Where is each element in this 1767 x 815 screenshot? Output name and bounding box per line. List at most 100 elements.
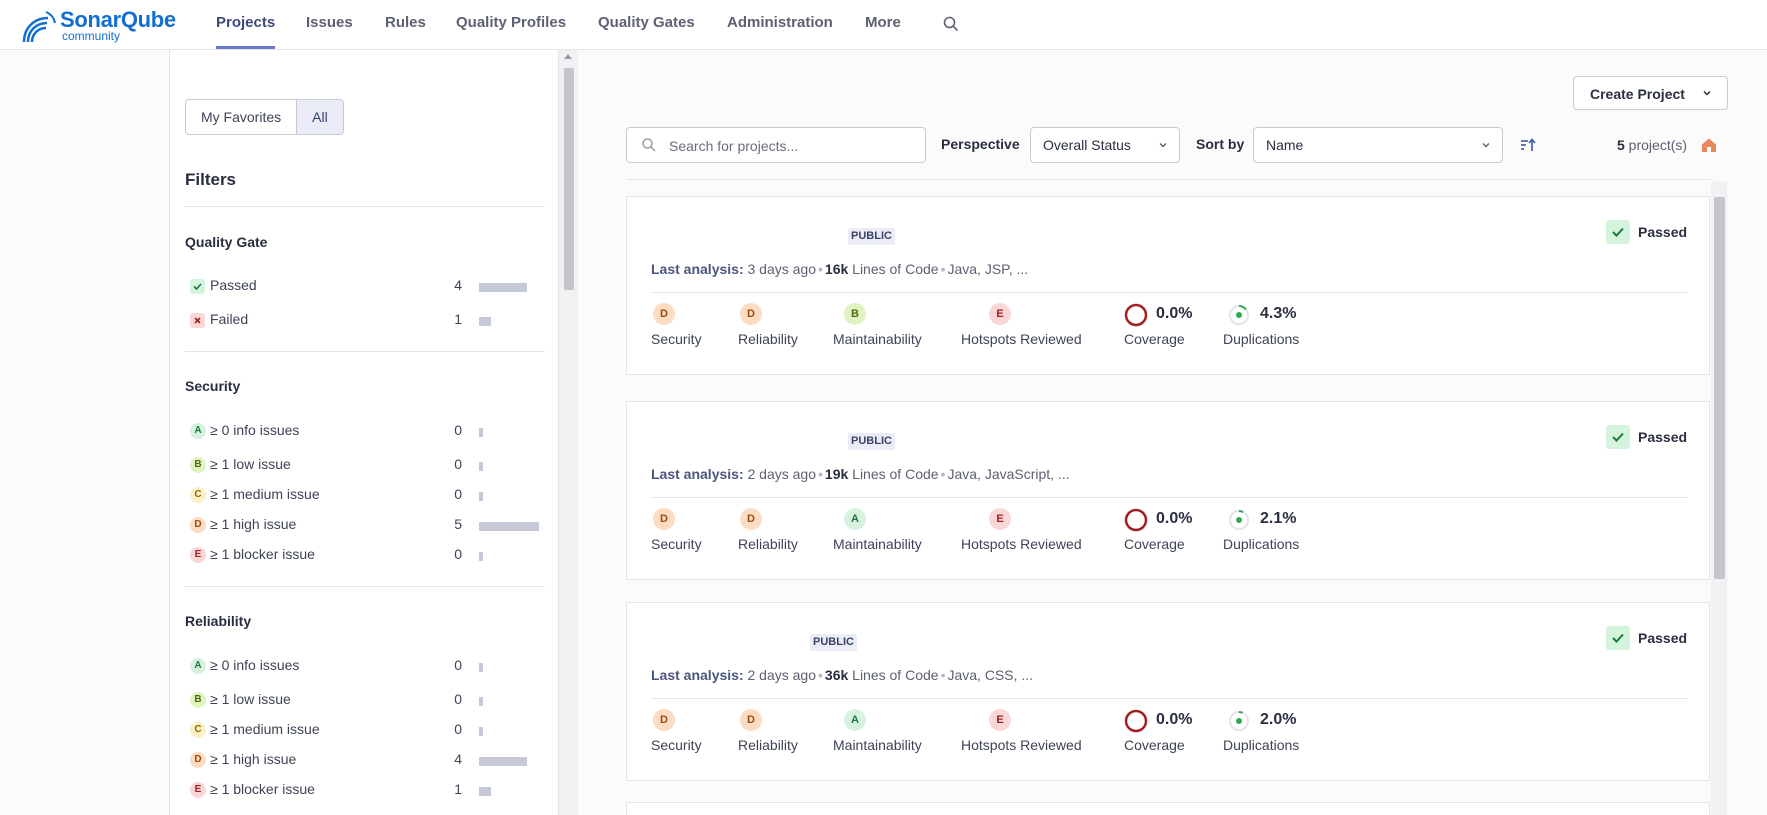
duplications-icon [1229, 711, 1249, 731]
facet-reliability-e[interactable]: E ≥ 1 blocker issue 1 [190, 780, 540, 802]
filters-sidebar [170, 50, 577, 815]
visibility-badge: PUBLIC [810, 634, 857, 651]
rating-badge: A [190, 423, 206, 439]
create-project-label: Create Project [1590, 86, 1685, 102]
metric-label: Hotspots Reviewed [961, 536, 1082, 552]
facet-label: ≥ 1 low issue [210, 691, 291, 707]
facet-bar [479, 283, 527, 292]
facet-bar [479, 787, 491, 796]
facet-count: 4 [454, 277, 462, 293]
check-icon [1606, 626, 1630, 650]
sidebar-scrollbar[interactable] [558, 50, 578, 815]
facet-label: ≥ 1 blocker issue [210, 546, 315, 562]
facet-bar [479, 552, 483, 561]
home-icon[interactable] [1700, 136, 1718, 154]
scrollbar-thumb[interactable] [1714, 197, 1725, 579]
nav-quality-profiles[interactable]: Quality Profiles [456, 14, 567, 31]
metric-label: Maintainability [833, 331, 922, 347]
facet-bar [479, 428, 483, 437]
facet-reliability-b[interactable]: B ≥ 1 low issue 0 [190, 690, 540, 712]
facet-reliability-d[interactable]: D ≥ 1 high issue 4 [190, 750, 540, 772]
metric-label: Duplications [1223, 737, 1300, 753]
facet-bar [479, 727, 483, 736]
facet-count: 1 [454, 781, 462, 797]
facet-count: 0 [454, 486, 462, 502]
facet-reliability-a[interactable]: A ≥ 0 info issues 0 [190, 656, 540, 678]
metric-label: Coverage [1124, 331, 1185, 347]
facet-label: ≥ 1 medium issue [210, 721, 320, 737]
nav-issues[interactable]: Issues [306, 14, 353, 31]
divider [185, 586, 545, 587]
project-card[interactable]: PUBLIC Passed Last analysis: 3 days ago •… [626, 196, 1710, 375]
project-card[interactable]: PUBLIC Passed Last analysis: 2 days ago •… [626, 401, 1710, 580]
coverage-ring-icon [1124, 709, 1148, 733]
duplications-value: 4.3% [1260, 305, 1297, 322]
facet-count: 0 [454, 422, 462, 438]
my-favorites-button[interactable]: My Favorites [201, 109, 282, 125]
perspective-select[interactable]: Overall Status [1030, 127, 1180, 163]
quality-gate-facet-title: Quality Gate [185, 234, 268, 250]
cross-icon [190, 313, 205, 328]
check-icon [1606, 220, 1630, 244]
last-analysis-label: Last analysis: [651, 466, 744, 482]
all-projects-button[interactable]: All [296, 100, 343, 134]
facet-label: Failed [210, 311, 249, 327]
rating-badge: A [844, 709, 866, 731]
rating-badge: B [844, 303, 866, 325]
visibility-badge: PUBLIC [848, 228, 895, 245]
facet-security-c[interactable]: C ≥ 1 medium issue 0 [190, 485, 540, 507]
search-icon[interactable] [942, 15, 960, 33]
rating-badge: C [190, 722, 206, 738]
facet-count: 1 [454, 311, 462, 327]
rating-badge: D [740, 709, 762, 731]
facet-qg-failed[interactable]: Failed 1 [190, 310, 540, 332]
duplications-value: 2.1% [1260, 510, 1297, 527]
facet-bar [479, 522, 539, 531]
project-card[interactable]: PUBLIC Passed Last analysis: 2 days ago •… [626, 602, 1710, 781]
create-project-button[interactable]: Create Project [1573, 76, 1728, 110]
metric-label: Security [651, 331, 702, 347]
divider [626, 179, 1711, 180]
sort-value: Name [1266, 137, 1304, 153]
rating-badge: B [190, 692, 206, 708]
project-list-scrollbar[interactable] [1711, 181, 1727, 815]
loc-value: 36k [824, 667, 849, 683]
facet-security-d[interactable]: D ≥ 1 high issue 5 [190, 515, 540, 537]
chevron-down-icon [1159, 143, 1167, 148]
nav-projects[interactable]: Projects [216, 0, 276, 49]
facet-bar [479, 492, 483, 501]
nav-more[interactable]: More [865, 14, 901, 31]
facet-label: ≥ 0 info issues [210, 422, 300, 438]
scroll-up-arrow-icon[interactable] [564, 54, 572, 59]
facet-label: ≥ 1 medium issue [210, 486, 320, 502]
facet-reliability-c[interactable]: C ≥ 1 medium issue 0 [190, 720, 540, 742]
facet-security-e[interactable]: E ≥ 1 blocker issue 0 [190, 545, 540, 567]
nav-administration[interactable]: Administration [727, 14, 833, 31]
facet-security-a[interactable]: A ≥ 0 info issues 0 [190, 421, 540, 443]
project-card[interactable] [626, 802, 1710, 815]
project-search-input[interactable] [667, 135, 921, 157]
visibility-badge: PUBLIC [848, 433, 895, 450]
loc-value: 19k [824, 466, 849, 482]
sonar-waves-icon [22, 11, 56, 43]
last-analysis-value: 2 days ago [747, 466, 817, 482]
facet-security-b[interactable]: B ≥ 1 low issue 0 [190, 455, 540, 477]
scrollbar-thumb[interactable] [564, 68, 574, 290]
nav-rules[interactable]: Rules [385, 14, 426, 31]
facet-qg-passed[interactable]: Passed 4 [190, 276, 540, 298]
sort-select[interactable]: Name [1253, 127, 1503, 163]
languages: Java, CSS, ... [947, 667, 1034, 683]
facet-count: 5 [454, 516, 462, 532]
languages: Java, JavaScript, ... [947, 466, 1070, 482]
facet-label: ≥ 1 low issue [210, 456, 291, 472]
sort-direction-icon[interactable] [1519, 136, 1537, 154]
facet-bar [479, 663, 483, 672]
duplications-icon [1229, 305, 1249, 325]
loc-label: Lines of Code [852, 261, 939, 277]
nav-quality-gates[interactable]: Quality Gates [598, 14, 695, 31]
project-meta: Last analysis: 3 days ago • 16k Lines of C… [651, 261, 1029, 277]
last-analysis-value: 3 days ago [747, 261, 817, 277]
sonarqube-logo[interactable]: SonarQube community [20, 6, 176, 43]
facet-count: 0 [454, 657, 462, 673]
brand-name: SonarQube [60, 7, 176, 32]
